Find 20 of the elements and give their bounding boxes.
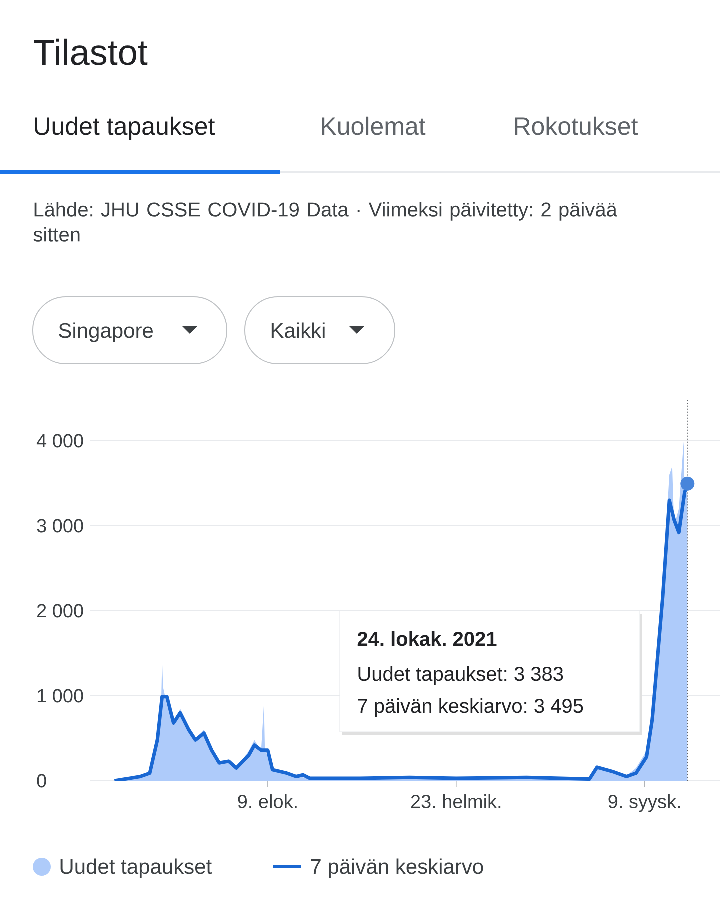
x-tick-label: 9. syysk. [608, 794, 680, 812]
annotation: 24. lokak. 2021 [358, 631, 497, 646]
text: Rokotukset [515, 116, 638, 136]
legend-label: Uudet tapaukset [60, 858, 212, 878]
text: Kuolemat [322, 116, 426, 136]
y-tick-label: 0 [37, 774, 46, 788]
x-tick-label: 9. elok. [238, 794, 297, 808]
text: Singapore [59, 322, 153, 342]
text: Lähde: JHU CSSE COVID-19 Data · Viimeksi päivitetty: 2 päivää sitten [34, 202, 618, 242]
x-tick-label: 23. helmik. [411, 794, 501, 808]
annotation: Uudet tapaukset: 3 383 [358, 666, 564, 686]
chart-title: Tilastot [34, 38, 148, 66]
y-tick-label: 3 000 [37, 519, 84, 533]
y-tick-label: 4 000 [36, 434, 84, 448]
legend-label: 7 päivän keskiarvo [311, 858, 484, 878]
annotation: 7 päivän keskiarvo: 3 495 [358, 698, 584, 718]
y-tick-label: 1 000 [38, 689, 84, 703]
y-tick-label: 2 000 [37, 604, 84, 618]
text: Kaikki [272, 322, 325, 338]
text: Uudet tapaukset [35, 116, 216, 140]
